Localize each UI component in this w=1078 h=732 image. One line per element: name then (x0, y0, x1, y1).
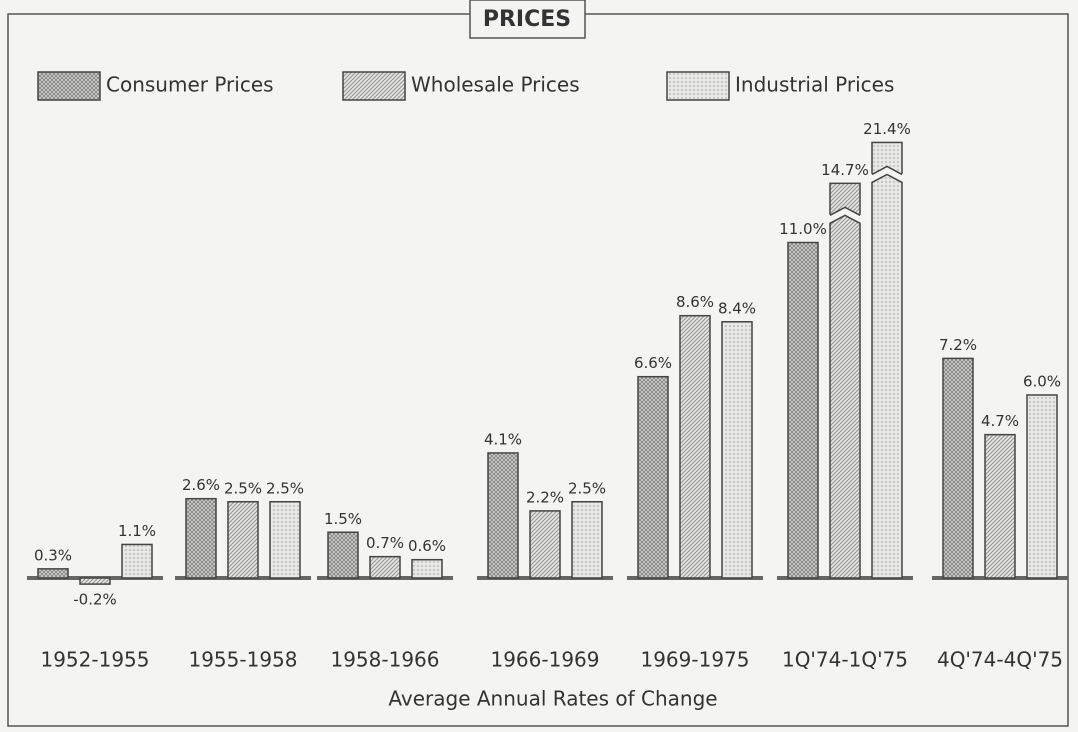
value-label: 6.0% (1023, 373, 1061, 391)
x-axis-label: Average Annual Rates of Change (388, 687, 717, 711)
value-label: 2.6% (182, 476, 220, 494)
bar-break-edge (871, 165, 903, 176)
legend-label: Wholesale Prices (411, 73, 580, 97)
value-label: 6.6% (634, 354, 672, 372)
bar-break-edge (871, 173, 903, 184)
x-tick-label: 1958-1966 (330, 648, 439, 672)
chart-title: PRICES (483, 7, 571, 32)
bar (37, 568, 69, 579)
bar (984, 433, 1016, 579)
bar (121, 543, 153, 579)
value-label: 1.1% (118, 522, 156, 540)
value-label: 0.7% (366, 534, 404, 552)
title-box (469, 0, 586, 39)
x-tick-label: 1969-1975 (640, 648, 749, 672)
bar (411, 558, 443, 579)
legend-swatch (342, 71, 406, 101)
legend-label: Industrial Prices (735, 73, 894, 97)
bar (637, 375, 669, 579)
value-label: 0.6% (408, 537, 446, 555)
bar-break-edge (829, 206, 861, 216)
value-label: 11.0% (779, 220, 827, 238)
value-label: 4.1% (484, 430, 522, 448)
x-tick-label: 1952-1955 (40, 648, 149, 672)
bar (1026, 394, 1058, 579)
value-label: 8.6% (676, 293, 714, 311)
value-label: 2.5% (568, 479, 606, 497)
value-label: 2.5% (266, 479, 304, 497)
value-label: 14.7% (821, 161, 869, 179)
value-label: 0.3% (34, 546, 72, 564)
legend-swatch (666, 71, 730, 101)
legend-swatch (37, 71, 101, 101)
x-tick-label: 4Q'74-4Q'75 (937, 648, 1063, 672)
bar (487, 452, 519, 579)
bar (227, 501, 259, 579)
bar (269, 501, 301, 579)
bar (721, 321, 753, 579)
value-label: 4.7% (981, 412, 1019, 430)
bar (185, 497, 217, 579)
bar (571, 501, 603, 579)
value-label: 7.2% (939, 336, 977, 354)
bar (327, 531, 359, 579)
value-label: 2.2% (526, 488, 564, 506)
bar-break-edge (829, 214, 861, 224)
bar (942, 357, 974, 579)
x-tick-label: 1966-1969 (490, 648, 599, 672)
bar (871, 141, 903, 579)
value-label: 1.5% (324, 510, 362, 528)
value-label: 21.4% (863, 120, 911, 138)
x-tick-label: 1955-1958 (188, 648, 297, 672)
bar (529, 510, 561, 579)
bar (829, 182, 861, 579)
value-label: -0.2% (73, 591, 117, 609)
x-tick-label: 1Q'74-1Q'75 (782, 648, 908, 672)
value-label: 8.4% (718, 299, 756, 317)
bar (369, 555, 401, 579)
legend-label: Consumer Prices (106, 73, 274, 97)
bar (679, 314, 711, 579)
bar (79, 577, 111, 585)
bar (787, 241, 819, 579)
value-label: 2.5% (224, 479, 262, 497)
